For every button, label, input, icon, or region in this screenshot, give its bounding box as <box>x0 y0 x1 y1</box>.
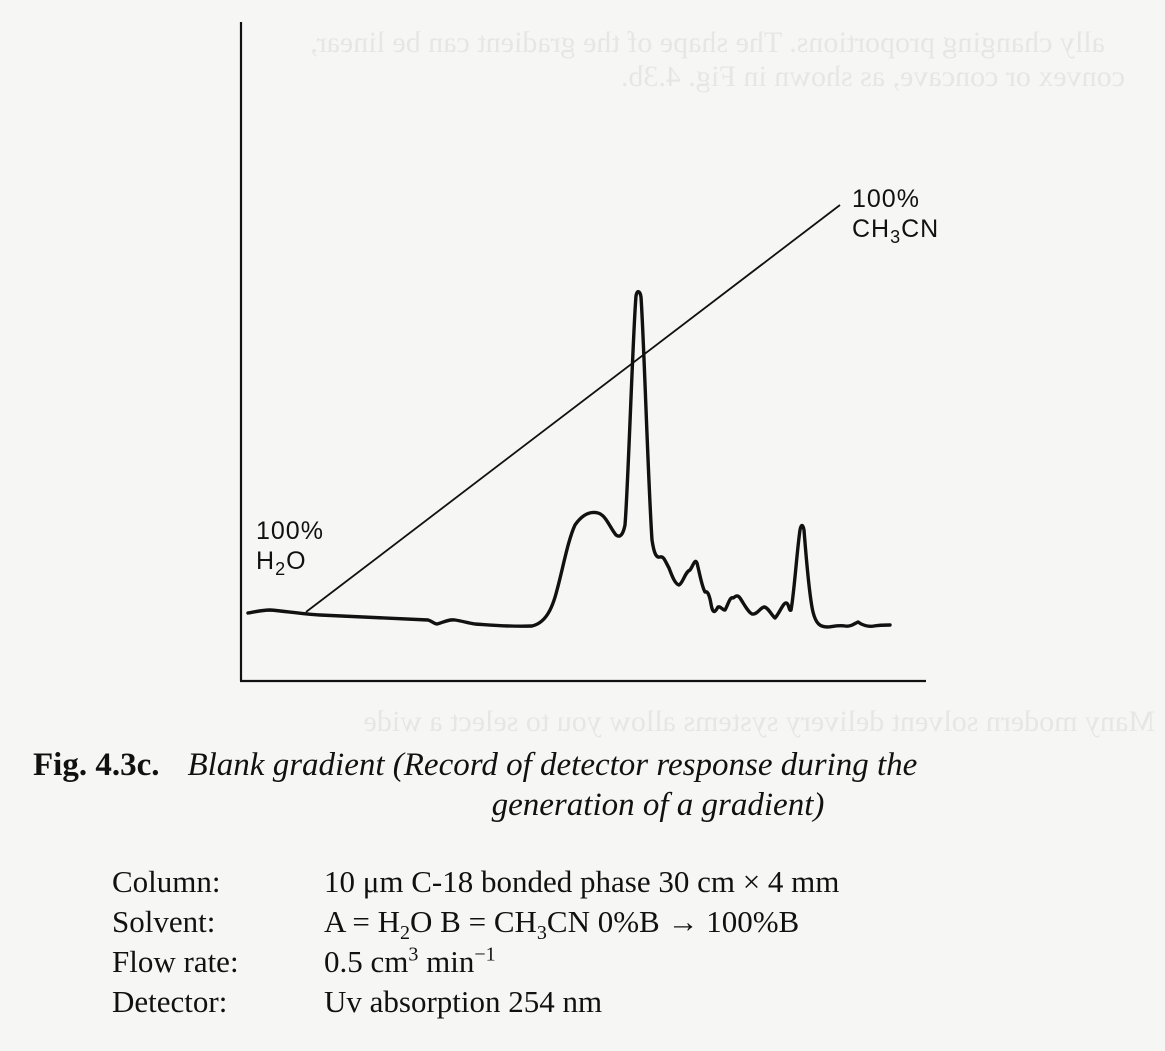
start-solvent-main: H <box>256 547 276 575</box>
solvent-text: CN 0%B → 100%B <box>546 904 800 939</box>
conditions-table: Column: 10 μm C-18 bonded phase 30 cm × … <box>112 862 839 1022</box>
condition-key: Column: <box>112 864 221 899</box>
start-gradient-label: 100% H2O <box>256 516 324 579</box>
gradient-line <box>305 204 841 613</box>
detector-trace <box>246 289 892 629</box>
caption-title-line2: generation of a gradient) <box>491 787 825 823</box>
condition-key: Solvent: <box>112 904 216 939</box>
condition-value: A = H2O B = CH3CN 0%B → 100%B <box>324 902 800 945</box>
solvent-text: O B = CH <box>410 904 537 939</box>
end-percent-label: 100% <box>852 185 920 213</box>
flow-text: min <box>418 944 475 979</box>
figure-caption: Fig. 4.3c. Blank gradient (Record of dete… <box>33 745 1143 825</box>
solvent-text: A = H <box>324 904 401 939</box>
start-solvent-label: H2O <box>256 546 324 579</box>
condition-row-column: Column: 10 μm C-18 bonded phase 30 cm × … <box>112 862 839 902</box>
end-solvent-label: CH3CN <box>852 214 940 247</box>
condition-key: Flow rate: <box>112 944 239 979</box>
flow-superscript: 3 <box>408 943 419 966</box>
end-solvent-main: CH <box>852 215 891 243</box>
caption-title-line1: Blank gradient (Record of detector respo… <box>187 747 918 783</box>
solvent-subscript: 2 <box>400 922 411 945</box>
end-gradient-label: 100% CH3CN <box>852 184 940 247</box>
condition-row-flow-rate: Flow rate: 0.5 cm3 min−1 <box>112 942 839 982</box>
end-solvent-tail: CN <box>901 215 940 243</box>
flow-text: 0.5 cm <box>324 944 409 979</box>
start-solvent-subscript: 2 <box>275 559 287 579</box>
condition-row-detector: Detector: Uv absorption 254 nm <box>112 982 839 1022</box>
condition-value: 0.5 cm3 min−1 <box>324 942 496 982</box>
start-solvent-tail: O <box>286 547 307 575</box>
condition-value: 10 μm C-18 bonded phase 30 cm × 4 mm <box>324 864 840 899</box>
figure-number: Fig. 4.3c. <box>33 747 160 783</box>
condition-row-solvent: Solvent: A = H2O B = CH3CN 0%B → 100%B <box>112 902 839 945</box>
end-solvent-subscript: 3 <box>890 227 902 247</box>
flow-superscript: −1 <box>474 943 496 966</box>
condition-value: Uv absorption 254 nm <box>324 984 603 1019</box>
condition-key: Detector: <box>112 984 228 1019</box>
solvent-subscript: 3 <box>536 922 547 945</box>
start-percent-label: 100% <box>256 517 324 545</box>
